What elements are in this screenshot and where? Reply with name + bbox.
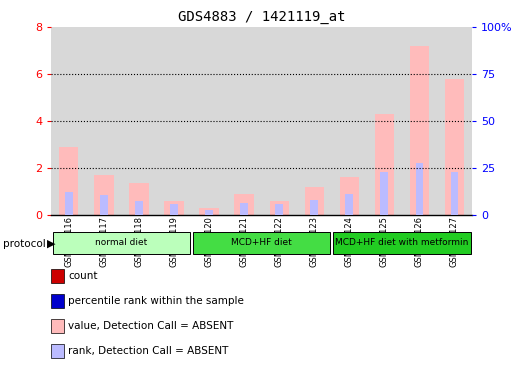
Bar (135, 201, 143, 215)
Bar (367, 27, 402, 215)
Title: GDS4883 / 1421119_at: GDS4883 / 1421119_at (178, 10, 345, 25)
Bar (51, 27, 86, 215)
Text: ▶: ▶ (47, 239, 56, 249)
Bar (205, 210, 213, 215)
Text: rank, Detection Call = ABSENT: rank, Detection Call = ABSENT (68, 346, 229, 356)
Bar (100, 195, 108, 215)
Bar (86, 27, 122, 215)
Bar (156, 27, 191, 215)
Text: MCD+HF diet with metformin: MCD+HF diet with metformin (335, 238, 468, 247)
Bar (345, 194, 353, 215)
Bar (170, 204, 178, 215)
Bar (191, 27, 227, 215)
Text: value, Detection Call = ABSENT: value, Detection Call = ABSENT (68, 321, 233, 331)
Bar (450, 172, 458, 215)
Bar (129, 183, 149, 215)
Bar (193, 232, 330, 254)
Bar (305, 187, 324, 215)
Bar (297, 27, 332, 215)
Bar (234, 194, 254, 215)
Bar (269, 201, 289, 215)
Bar (333, 232, 470, 254)
Bar (381, 172, 388, 215)
Text: percentile rank within the sample: percentile rank within the sample (68, 296, 244, 306)
Bar (94, 175, 113, 215)
Bar (200, 209, 219, 215)
Bar (262, 27, 297, 215)
Bar (164, 201, 184, 215)
Bar (402, 27, 437, 215)
Text: MCD+HF diet: MCD+HF diet (231, 238, 292, 247)
Bar (59, 147, 78, 215)
Bar (445, 79, 464, 215)
Bar (437, 27, 472, 215)
Text: count: count (68, 271, 98, 281)
Bar (227, 27, 262, 215)
Bar (340, 177, 359, 215)
Text: normal diet: normal diet (95, 238, 148, 247)
Bar (65, 192, 73, 215)
Text: protocol: protocol (3, 239, 45, 249)
Bar (275, 204, 283, 215)
Bar (374, 114, 394, 215)
Bar (240, 203, 248, 215)
Bar (410, 46, 429, 215)
Bar (332, 27, 367, 215)
Bar (416, 163, 423, 215)
Bar (122, 27, 156, 215)
Bar (53, 232, 190, 254)
Bar (310, 200, 318, 215)
